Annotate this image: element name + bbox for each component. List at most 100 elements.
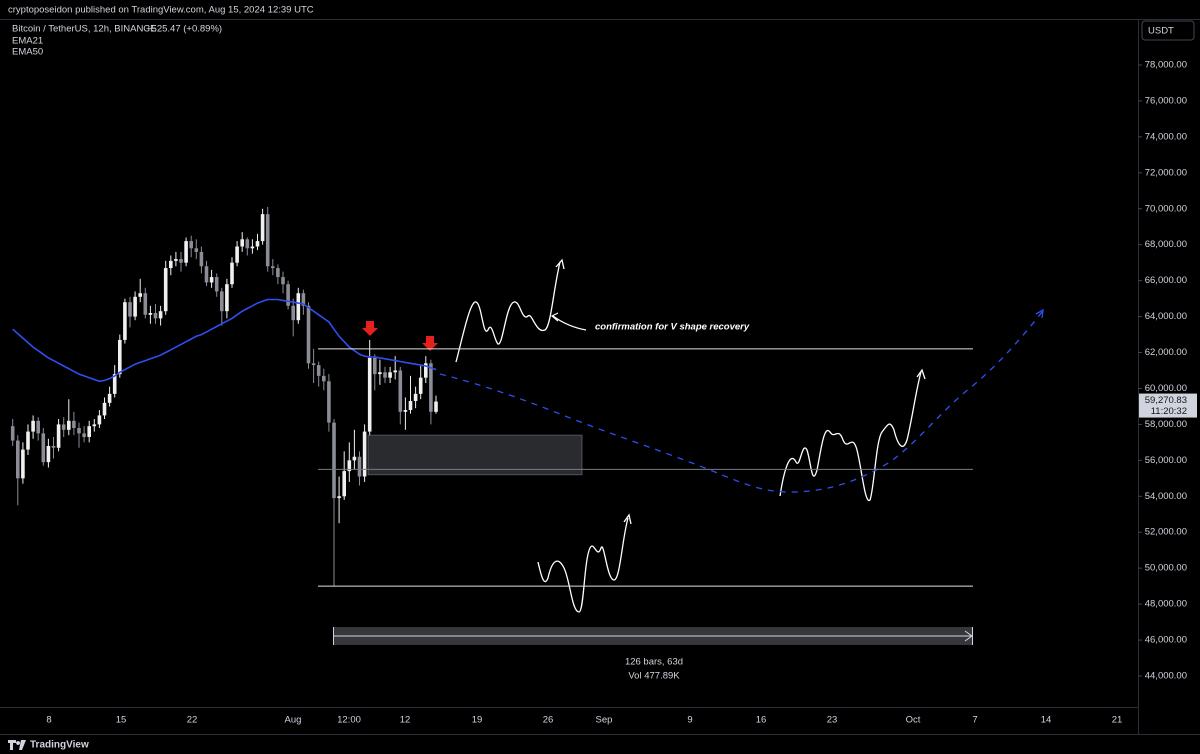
candle-body (378, 372, 382, 375)
y-tick-label: 74,000.00 (1145, 131, 1187, 142)
hand-drawing (779, 371, 922, 501)
candle-body (403, 410, 408, 412)
candle-body (143, 293, 148, 315)
price-change: +525.47 (+0.89%) (146, 24, 222, 35)
candle-body (347, 460, 352, 472)
candle-body (434, 401, 438, 412)
candle-body (214, 277, 219, 292)
range-volume: Vol 477.89K (628, 671, 680, 682)
candle-body (291, 305, 295, 321)
candle-body (112, 374, 117, 394)
x-tick-label: 26 (543, 715, 554, 726)
candle-body (306, 305, 311, 364)
candle-body (158, 311, 163, 319)
candle-body (92, 424, 97, 427)
y-tick-label: 46,000.00 (1145, 635, 1187, 646)
y-tick-label: 72,000.00 (1145, 167, 1187, 178)
candle-body (296, 293, 301, 321)
y-tick-label: 52,000.00 (1145, 527, 1187, 538)
y-tick-label: 56,000.00 (1145, 455, 1187, 466)
candle-body (174, 259, 178, 261)
hand-drawing (455, 261, 561, 363)
candle-body (357, 456, 362, 477)
annotation-arrow-head (550, 312, 559, 322)
y-tick-label: 48,000.00 (1145, 599, 1187, 610)
projection-arrow (1035, 308, 1044, 319)
candle-body (102, 402, 107, 416)
publish-info: cryptoposeidon published on TradingView.… (8, 5, 314, 16)
x-tick-label: Sep (596, 715, 613, 726)
red-arrow (422, 336, 438, 351)
range-bars: 126 bars, 63d (625, 657, 683, 668)
candle-body (337, 496, 341, 499)
candle-body (230, 262, 234, 285)
candle-body (265, 214, 270, 267)
x-tick-label: 19 (472, 715, 483, 726)
candle-body (383, 372, 387, 378)
candle-body (51, 445, 56, 448)
x-tick-label: 12 (400, 715, 411, 726)
candle-body (21, 449, 25, 479)
x-tick-label: 22 (187, 715, 198, 726)
currency-button[interactable] (1141, 20, 1195, 41)
candle-body (260, 214, 265, 242)
candle-body (199, 251, 204, 267)
candle-body (46, 445, 51, 463)
candle-body (148, 312, 153, 315)
candles (10, 206, 438, 587)
candle-body (36, 420, 40, 434)
candle-body (327, 381, 331, 423)
candle-body (220, 291, 224, 312)
y-tick-label: 70,000.00 (1145, 203, 1187, 214)
currency-label[interactable]: USDT (1148, 26, 1174, 37)
candle-body (97, 415, 102, 425)
x-tick-label: 8 (46, 715, 51, 726)
candle-body (61, 424, 66, 430)
last-price-box (1139, 393, 1197, 418)
candle-body (413, 393, 418, 402)
y-tick-label: 64,000.00 (1145, 311, 1187, 322)
candle-body (276, 268, 280, 278)
y-tick-label: 50,000.00 (1145, 563, 1187, 574)
candle-body (133, 296, 137, 317)
candle-body (169, 260, 173, 269)
candle-body (179, 259, 183, 263)
candle-body (255, 241, 260, 247)
y-tick-label: 62,000.00 (1145, 347, 1187, 358)
x-tick-label: 12:00 (337, 715, 361, 726)
y-tick-label: 44,000.00 (1145, 670, 1187, 681)
hand-arrow (916, 368, 926, 380)
candle-body (245, 239, 250, 249)
x-tick-label: 7 (972, 715, 977, 726)
ema-line (12, 298, 437, 383)
candle-body (322, 375, 326, 382)
candle-body (393, 370, 397, 373)
y-tick-label: 68,000.00 (1145, 239, 1187, 250)
candle-body (373, 357, 377, 375)
x-tick-label: 21 (1112, 715, 1123, 726)
candle-body (398, 370, 403, 412)
candle-body (225, 284, 229, 312)
candle-body (153, 312, 158, 319)
drawings: 126 bars, 63d Vol 477.89K confirmation f… (333, 258, 1044, 682)
x-tick-label: Oct (906, 715, 921, 726)
candle-body (286, 284, 290, 306)
hand-arrow (623, 513, 632, 525)
x-tick-label: 9 (687, 715, 692, 726)
y-tick-label: 76,000.00 (1145, 95, 1187, 106)
y-tick-label: 60,000.00 (1145, 383, 1187, 394)
candle-body (367, 357, 372, 432)
candle-body (107, 393, 112, 403)
candle-body (301, 293, 306, 306)
candle-body (271, 266, 275, 269)
candle-body (316, 365, 321, 376)
candle-body (72, 420, 76, 428)
annotation-arrow (552, 315, 587, 331)
hand-drawing (537, 517, 629, 613)
countdown: 11:20:32 (1151, 406, 1187, 417)
candle-body (240, 239, 244, 247)
candle-body (123, 302, 127, 340)
candle-body (16, 440, 20, 479)
